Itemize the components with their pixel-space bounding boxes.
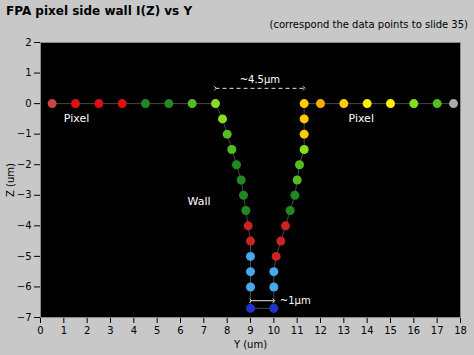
svg-text:11: 11 xyxy=(291,325,304,336)
svg-text:13: 13 xyxy=(337,325,350,336)
svg-text:17: 17 xyxy=(431,325,444,336)
svg-text:Y (um): Y (um) xyxy=(233,339,267,350)
svg-text:2: 2 xyxy=(25,37,31,48)
svg-text:Pixel: Pixel xyxy=(349,112,374,125)
svg-text:2: 2 xyxy=(84,325,90,336)
svg-text:−5: −5 xyxy=(17,251,32,262)
svg-text:18: 18 xyxy=(454,325,467,336)
svg-text:16: 16 xyxy=(407,325,420,336)
svg-text:−3: −3 xyxy=(17,189,32,200)
html-text:(correspond the data points to: (correspond the data points to slide 35) xyxy=(269,19,468,30)
svg-text:−6: −6 xyxy=(17,281,32,292)
svg-text:4: 4 xyxy=(131,325,137,336)
svg-text:12: 12 xyxy=(314,325,327,336)
svg-text:1: 1 xyxy=(25,67,31,78)
svg-text:~1μm: ~1μm xyxy=(280,295,311,306)
svg-text:8: 8 xyxy=(224,325,230,336)
svg-text:Z (um): Z (um) xyxy=(5,163,16,197)
svg-text:7: 7 xyxy=(201,325,207,336)
svg-text:15: 15 xyxy=(384,325,397,336)
svg-text:−1: −1 xyxy=(17,128,32,139)
svg-text:10: 10 xyxy=(267,325,280,336)
svg-text:Pixel: Pixel xyxy=(64,112,89,125)
svg-text:1: 1 xyxy=(61,325,67,336)
svg-text:6: 6 xyxy=(177,325,183,336)
svg-text:Wall: Wall xyxy=(188,195,211,208)
svg-text:−7: −7 xyxy=(17,312,32,323)
svg-text:3: 3 xyxy=(107,325,113,336)
svg-text:0: 0 xyxy=(37,325,43,336)
html-text:FPA pixel side wall I(Z) vs Y: FPA pixel side wall I(Z) vs Y xyxy=(6,4,193,18)
svg-text:14: 14 xyxy=(361,325,374,336)
svg-text:0: 0 xyxy=(25,98,31,109)
svg-text:9: 9 xyxy=(247,325,253,336)
svg-text:~4.5μm: ~4.5μm xyxy=(240,74,280,85)
svg-text:5: 5 xyxy=(154,325,160,336)
svg-text:−4: −4 xyxy=(17,220,32,231)
svg-text:−2: −2 xyxy=(17,159,32,170)
